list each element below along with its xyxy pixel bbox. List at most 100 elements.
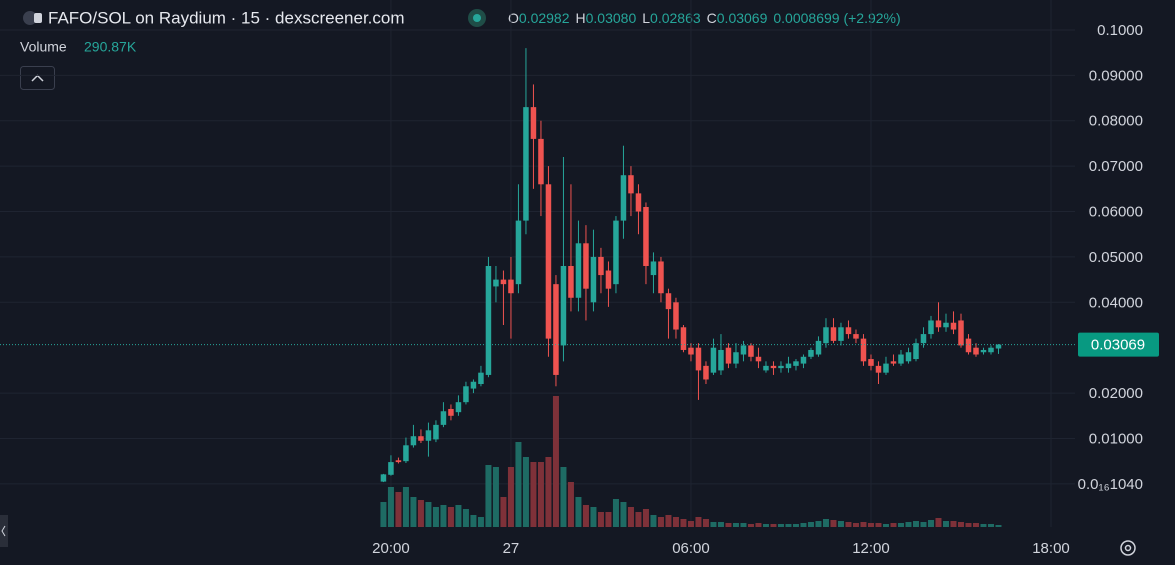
candle-body	[988, 347, 994, 353]
volume-bar	[815, 521, 822, 527]
y-tick-label: 0.05000	[1089, 249, 1143, 266]
candle-body	[943, 322, 949, 328]
candle-body	[545, 184, 552, 339]
candle-body	[485, 265, 492, 375]
candle-body	[688, 347, 694, 355]
volume-bar	[875, 523, 882, 527]
candle-body	[958, 320, 964, 346]
candle-body	[650, 261, 657, 276]
volume-bar	[867, 523, 874, 527]
volume-bar	[627, 507, 634, 527]
volume-bar	[545, 457, 552, 527]
volume-bar	[882, 524, 889, 527]
volume-bar	[920, 522, 927, 527]
candle-body	[778, 365, 784, 369]
candle-body	[620, 175, 627, 221]
candle-body	[673, 302, 679, 330]
volume-bar	[582, 505, 589, 527]
x-tick-label: 27	[503, 540, 520, 557]
volume-bar	[995, 524, 1002, 527]
candle-body	[875, 365, 882, 373]
candle-body	[665, 293, 672, 310]
volume-bar	[485, 465, 492, 527]
candle-body	[748, 345, 754, 357]
price-label: 0.03069	[1091, 337, 1145, 354]
volume-bar	[687, 521, 694, 527]
legend-value: 0.03080	[586, 10, 637, 26]
volume-bar	[530, 462, 537, 527]
candle-body	[403, 445, 409, 462]
volume-bar	[755, 523, 762, 527]
volume-bar	[567, 482, 574, 527]
volume-bar	[665, 515, 672, 527]
side-tab[interactable]	[0, 515, 8, 547]
settings-icon[interactable]	[1120, 540, 1136, 556]
legend-value: 0.02982	[519, 10, 570, 26]
candle-body	[935, 320, 942, 328]
volume-bar	[410, 497, 417, 527]
volume-bar	[777, 524, 784, 527]
status-dot	[468, 9, 486, 27]
candle-body	[755, 356, 762, 362]
candle-body	[523, 107, 529, 221]
volume-bar	[635, 512, 642, 527]
volume-bar	[717, 522, 724, 527]
candle-body	[763, 365, 769, 371]
volume-bar	[695, 517, 702, 527]
price-label-box	[1078, 332, 1159, 357]
candle-body	[598, 256, 604, 276]
legend-key: L	[642, 10, 650, 26]
candle-body	[950, 322, 957, 330]
volume-bar	[912, 521, 919, 527]
candle-body	[973, 347, 979, 355]
candle-body	[515, 220, 522, 285]
volume-bar	[672, 517, 679, 527]
y-tick-label: 0.02000	[1089, 385, 1143, 402]
volume-bar	[470, 515, 477, 527]
volume-bar	[957, 522, 964, 527]
candle-body	[560, 265, 567, 346]
volume-bar	[950, 521, 957, 527]
volume-bar	[417, 500, 424, 527]
candle-body	[980, 349, 987, 353]
volume-bar	[942, 521, 949, 527]
candle-body	[898, 354, 904, 364]
volume-bar	[575, 497, 582, 527]
candle-body	[680, 327, 687, 350]
volume-bar	[605, 512, 612, 527]
x-tick-label: 20:00	[372, 540, 410, 557]
candle-body	[433, 424, 439, 440]
candle-body	[793, 361, 799, 366]
volume-bar	[477, 517, 484, 527]
candle-body	[448, 408, 454, 416]
candle-body	[568, 265, 574, 298]
legend-key: H	[576, 10, 586, 26]
volume-bar	[905, 522, 912, 527]
candle-body	[808, 349, 814, 357]
x-tick-label: 18:00	[1032, 540, 1070, 557]
volume-bar	[807, 522, 814, 527]
candle-body	[853, 334, 859, 339]
candle-body	[883, 363, 889, 373]
candle-body	[868, 359, 874, 366]
volume-bar	[935, 518, 942, 527]
volume-bar	[462, 509, 469, 527]
candle-body	[695, 347, 702, 371]
volume-bar	[492, 467, 499, 527]
volume-bar	[830, 520, 837, 527]
volume-bar	[980, 524, 987, 527]
candle-body	[995, 344, 1002, 349]
volume-bar	[770, 524, 777, 527]
candle-body	[500, 279, 507, 285]
volume-bar	[785, 524, 792, 527]
candle-body	[613, 220, 619, 285]
x-tick-label: 06:00	[672, 540, 710, 557]
volume-bar	[860, 522, 867, 527]
candle-body	[733, 352, 739, 364]
volume-bar	[590, 507, 597, 527]
volume-bar	[732, 523, 739, 527]
candle-body	[928, 320, 934, 335]
volume-bar	[515, 442, 522, 527]
volume-bar	[537, 462, 544, 527]
